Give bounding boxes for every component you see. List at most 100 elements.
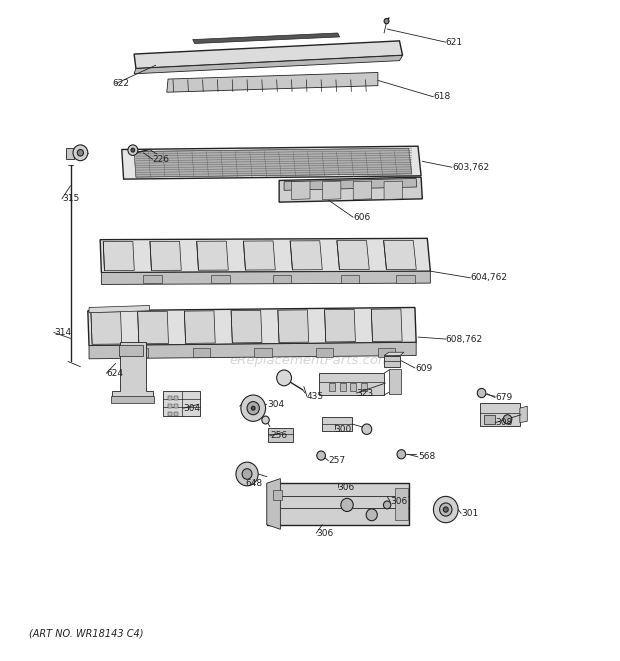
Polygon shape xyxy=(66,147,74,159)
Polygon shape xyxy=(211,274,230,283)
Circle shape xyxy=(251,407,255,410)
Polygon shape xyxy=(102,271,430,284)
Polygon shape xyxy=(279,177,422,202)
Polygon shape xyxy=(384,241,416,270)
Polygon shape xyxy=(389,369,401,395)
Polygon shape xyxy=(267,483,409,525)
Text: 622: 622 xyxy=(112,79,130,88)
Text: 648: 648 xyxy=(245,479,262,488)
Polygon shape xyxy=(273,490,282,500)
Polygon shape xyxy=(168,397,172,401)
Polygon shape xyxy=(89,342,416,359)
Text: 609: 609 xyxy=(415,364,432,373)
Circle shape xyxy=(443,507,448,512)
Circle shape xyxy=(242,469,252,479)
Polygon shape xyxy=(291,181,310,200)
Circle shape xyxy=(247,402,259,414)
Text: 304: 304 xyxy=(184,404,201,412)
Text: 603,762: 603,762 xyxy=(452,163,489,172)
Polygon shape xyxy=(193,348,210,358)
Text: 304: 304 xyxy=(267,400,284,408)
Polygon shape xyxy=(168,412,172,416)
Polygon shape xyxy=(231,310,262,343)
Polygon shape xyxy=(371,309,402,342)
Polygon shape xyxy=(168,405,172,408)
Circle shape xyxy=(384,19,389,24)
Polygon shape xyxy=(163,391,200,416)
Circle shape xyxy=(241,395,265,421)
Text: 618: 618 xyxy=(433,93,451,101)
Text: 679: 679 xyxy=(495,393,512,402)
Text: 323: 323 xyxy=(356,389,373,397)
Polygon shape xyxy=(88,307,416,346)
Polygon shape xyxy=(131,348,148,358)
Text: 604,762: 604,762 xyxy=(471,274,508,282)
Polygon shape xyxy=(174,397,178,401)
Polygon shape xyxy=(134,41,402,69)
Circle shape xyxy=(128,145,138,155)
Polygon shape xyxy=(322,181,341,200)
Text: 256: 256 xyxy=(270,432,287,440)
Circle shape xyxy=(440,503,452,516)
Polygon shape xyxy=(134,148,412,177)
Polygon shape xyxy=(384,352,404,356)
Circle shape xyxy=(397,449,405,459)
Polygon shape xyxy=(118,345,143,356)
Text: 606: 606 xyxy=(353,213,371,222)
Circle shape xyxy=(477,389,486,398)
Polygon shape xyxy=(193,33,340,44)
Polygon shape xyxy=(353,181,372,200)
Polygon shape xyxy=(484,414,495,424)
Polygon shape xyxy=(520,407,527,422)
Polygon shape xyxy=(340,383,346,391)
Text: 435: 435 xyxy=(307,392,324,401)
Polygon shape xyxy=(384,181,402,200)
Polygon shape xyxy=(319,373,384,395)
Text: 621: 621 xyxy=(446,38,463,47)
Polygon shape xyxy=(267,479,280,529)
Polygon shape xyxy=(104,241,135,270)
Polygon shape xyxy=(480,403,520,426)
Circle shape xyxy=(317,451,326,460)
Circle shape xyxy=(341,498,353,512)
Text: 608,762: 608,762 xyxy=(446,334,483,344)
Polygon shape xyxy=(134,56,402,74)
Circle shape xyxy=(73,145,88,161)
Polygon shape xyxy=(361,383,367,391)
Polygon shape xyxy=(100,239,430,272)
Polygon shape xyxy=(384,356,400,368)
Polygon shape xyxy=(329,383,335,391)
Polygon shape xyxy=(395,488,407,520)
Polygon shape xyxy=(284,178,417,190)
Polygon shape xyxy=(112,342,153,402)
Text: 306: 306 xyxy=(316,529,334,538)
Polygon shape xyxy=(337,241,370,270)
Polygon shape xyxy=(316,348,334,358)
Circle shape xyxy=(277,370,291,386)
Polygon shape xyxy=(244,241,275,270)
Polygon shape xyxy=(322,417,352,430)
Polygon shape xyxy=(167,73,378,93)
Polygon shape xyxy=(378,348,395,358)
Polygon shape xyxy=(273,274,291,283)
Polygon shape xyxy=(91,312,122,344)
Polygon shape xyxy=(350,383,356,391)
Polygon shape xyxy=(138,311,169,344)
Polygon shape xyxy=(143,274,162,283)
Polygon shape xyxy=(278,310,309,342)
Polygon shape xyxy=(122,146,421,179)
Circle shape xyxy=(131,148,135,152)
Text: 306: 306 xyxy=(338,483,355,492)
Circle shape xyxy=(236,462,258,486)
Text: (ART NO. WR18143 C4): (ART NO. WR18143 C4) xyxy=(29,629,144,639)
Polygon shape xyxy=(396,274,415,283)
Polygon shape xyxy=(290,241,322,270)
Polygon shape xyxy=(174,405,178,408)
Polygon shape xyxy=(268,428,293,442)
Text: 301: 301 xyxy=(461,509,479,518)
Polygon shape xyxy=(174,412,178,416)
Polygon shape xyxy=(89,305,149,313)
Polygon shape xyxy=(184,311,215,343)
Text: 306: 306 xyxy=(390,497,407,506)
Text: 257: 257 xyxy=(329,456,345,465)
